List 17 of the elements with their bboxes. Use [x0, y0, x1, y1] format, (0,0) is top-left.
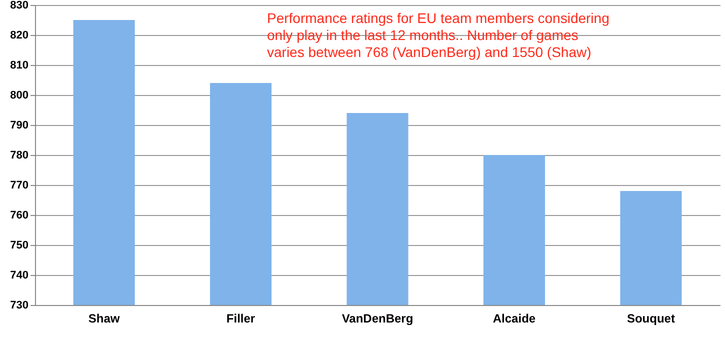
y-tick-label: 830 — [10, 0, 28, 12]
x-tick-label: Alcaide — [492, 312, 536, 326]
x-tick-label: Souquet — [626, 312, 675, 326]
y-tick-label: 810 — [10, 60, 28, 72]
y-tick-label: 800 — [10, 90, 28, 102]
y-tick-label: 790 — [10, 120, 28, 132]
x-tick-label: Filler — [226, 312, 256, 326]
y-tick-label: 730 — [10, 300, 28, 312]
y-tick-label: 780 — [10, 150, 28, 162]
y-tick-label: 750 — [10, 240, 28, 252]
x-tick-label: Shaw — [88, 312, 120, 326]
annotation: Performance ratings for EU team members considering only play in the last 12 months.. Number of games varies between 768 (VanDenBerg) and 1550 (Shaw) — [267, 10, 610, 60]
y-tick-label: 740 — [10, 270, 28, 282]
y-tick-label: 820 — [10, 30, 28, 42]
y-tick-label: 770 — [10, 180, 28, 192]
x-tick-label: VanDenBerg — [342, 312, 414, 326]
y-tick-label: 760 — [10, 210, 28, 222]
